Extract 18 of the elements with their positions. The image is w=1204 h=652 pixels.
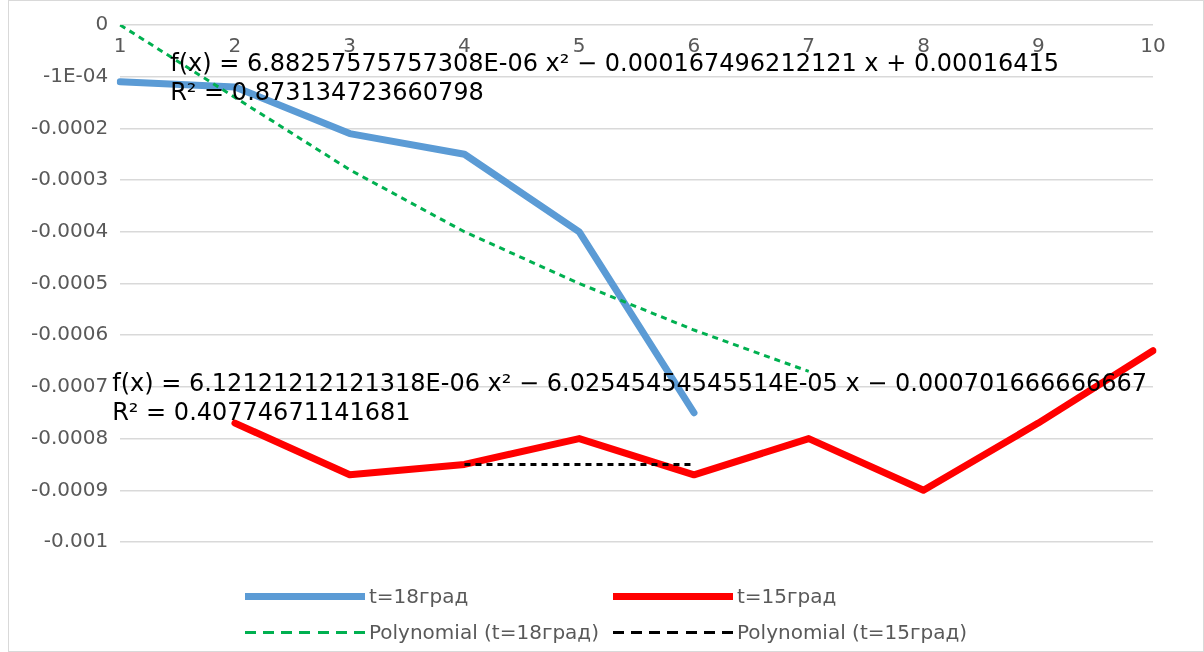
x-tick-label: 10	[1140, 33, 1166, 58]
legend-label: t=18град	[368, 584, 469, 608]
y-tick-label: -0.0004	[30, 218, 109, 242]
y-tick-label: -0.001	[43, 528, 109, 553]
y-tick-label: -0.0007	[30, 373, 109, 398]
y-tick-label: -0.0009	[30, 476, 109, 501]
legend-label: t=15град	[737, 584, 837, 608]
legend-label: Polynomial (t=18град)	[368, 620, 599, 644]
x-tick-label: 1	[113, 33, 127, 58]
y-tick-label: 0	[95, 11, 109, 36]
y-tick-label: -0.0006	[30, 321, 109, 346]
y-tick-label: -0.0008	[30, 424, 109, 449]
y-tick-label: -1E-04	[42, 62, 109, 87]
legend-label: Polynomial (t=15град)	[737, 620, 968, 644]
y-tick-label: -0.0005	[30, 269, 109, 294]
y-tick-label: -0.0002	[30, 114, 109, 139]
x-tick-label: 5	[572, 33, 586, 58]
y-tick-label: -0.0003	[30, 166, 109, 191]
